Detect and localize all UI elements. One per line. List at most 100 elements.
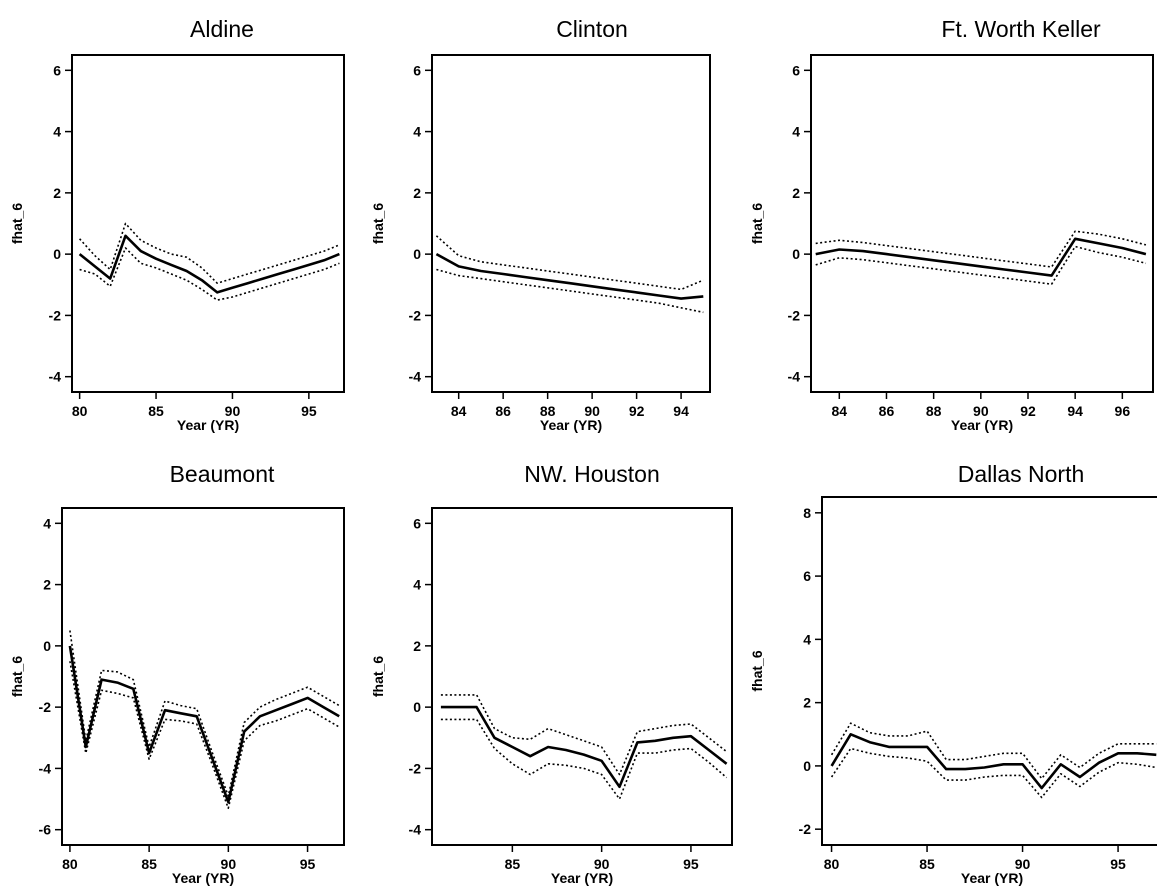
x-axis-label: Year (YR) xyxy=(177,417,239,433)
y-tick-label: 4 xyxy=(413,577,421,593)
upper-band-line xyxy=(815,230,1147,268)
x-tick-label: 95 xyxy=(301,403,317,419)
chart-panel: Clinton -4 -2 0 2 4 6 84 86 88 90 92 94 Year (YR) fhat… xyxy=(370,16,711,433)
y-tick-label: -2 xyxy=(799,821,812,837)
x-axis-label: Year (YR) xyxy=(551,870,613,886)
x-tick-label: 88 xyxy=(926,403,942,419)
estimate-line xyxy=(435,252,704,300)
chart-title: Clinton xyxy=(556,16,628,42)
y-tick-label: -4 xyxy=(409,369,422,385)
x-tick-label: 92 xyxy=(1020,403,1036,419)
x-tick-label: 86 xyxy=(879,403,895,419)
upper-band-line xyxy=(435,235,704,291)
y-tick-label: 0 xyxy=(792,246,800,262)
x-tick-label: 80 xyxy=(824,856,840,872)
y-axis-label: fhat_6 xyxy=(749,203,765,244)
x-tick-label: 92 xyxy=(629,403,645,419)
plot-frame xyxy=(71,54,345,393)
plot-frame xyxy=(821,496,1157,846)
lower-band-line xyxy=(440,718,728,800)
chart-panel: Aldine -4 -2 0 2 4 6 80 85 90 95 Year (YR) fhat_6 xyxy=(9,16,345,433)
x-tick-label: 90 xyxy=(1015,856,1031,872)
y-axis-label: fhat_6 xyxy=(9,203,25,244)
y-tick-label: 0 xyxy=(413,246,421,262)
y-axis-label: fhat_6 xyxy=(9,656,25,697)
y-tick-label: 6 xyxy=(53,62,61,78)
x-tick-label: 84 xyxy=(832,403,848,419)
y-tick-label: 2 xyxy=(792,185,800,201)
y-tick-label: -2 xyxy=(788,307,801,323)
plot-frame xyxy=(431,54,711,393)
y-tick-label: -2 xyxy=(39,699,52,715)
upper-band-line xyxy=(830,722,1157,780)
x-tick-label: 95 xyxy=(683,856,699,872)
y-tick-label: 0 xyxy=(53,246,61,262)
estimate-line xyxy=(78,234,340,294)
x-axis-label: Year (YR) xyxy=(172,870,234,886)
y-tick-label: 2 xyxy=(53,185,61,201)
y-tick-label: -2 xyxy=(49,307,62,323)
y-axis-label: fhat_6 xyxy=(370,656,386,697)
y-tick-label: 4 xyxy=(413,124,421,140)
x-tick-label: 85 xyxy=(148,403,164,419)
y-axis-label: fhat_6 xyxy=(749,650,765,691)
chart-title: Beaumont xyxy=(170,461,275,487)
x-tick-label: 95 xyxy=(1110,856,1126,872)
chart-panel: Dallas North -2 0 2 4 6 8 80 85 90 95 Year (YR) fhat… xyxy=(749,461,1157,886)
chart-title: Ft. Worth Keller xyxy=(941,16,1101,42)
chart-panel: NW. Houston -4 -2 0 2 4 6 85 90 95 Year (YR) fhat_6 xyxy=(370,461,733,886)
x-axis-label: Year (YR) xyxy=(961,870,1023,886)
y-tick-label: 0 xyxy=(413,699,421,715)
plot-frame xyxy=(810,54,1154,393)
x-tick-label: 84 xyxy=(451,403,467,419)
upper-band-line xyxy=(69,630,340,797)
x-axis-label: Year (YR) xyxy=(951,417,1013,433)
x-tick-label: 90 xyxy=(225,403,241,419)
x-tick-label: 80 xyxy=(62,856,78,872)
x-tick-label: 85 xyxy=(919,856,935,872)
x-tick-label: 95 xyxy=(300,856,316,872)
x-tick-label: 90 xyxy=(221,856,237,872)
estimate-line xyxy=(830,732,1157,790)
y-tick-label: -6 xyxy=(39,822,52,838)
lower-band-line xyxy=(830,747,1157,799)
x-tick-label: 90 xyxy=(973,403,989,419)
plot-frame xyxy=(61,507,345,846)
lower-band-line xyxy=(436,268,704,314)
x-tick-label: 96 xyxy=(1115,403,1131,419)
y-tick-label: 4 xyxy=(43,515,51,531)
y-tick-label: 2 xyxy=(43,577,51,593)
y-tick-label: -2 xyxy=(409,760,422,776)
x-tick-label: 85 xyxy=(141,856,157,872)
estimate-line xyxy=(815,237,1147,277)
chart-title: NW. Houston xyxy=(524,461,660,487)
y-tick-label: 6 xyxy=(792,62,800,78)
plot-frame xyxy=(431,507,733,846)
x-tick-label: 90 xyxy=(584,403,600,419)
estimate-line xyxy=(68,645,340,804)
x-tick-label: 90 xyxy=(594,856,610,872)
x-tick-label: 94 xyxy=(1067,403,1083,419)
y-tick-label: 6 xyxy=(413,62,421,78)
chart-title: Aldine xyxy=(190,16,254,42)
estimate-line xyxy=(440,705,728,789)
y-tick-label: 2 xyxy=(413,185,421,201)
y-tick-label: 8 xyxy=(803,505,811,521)
lower-band-line xyxy=(69,661,340,810)
y-tick-label: -4 xyxy=(788,369,801,385)
y-tick-label: 0 xyxy=(43,638,51,654)
y-tick-label: -4 xyxy=(409,822,422,838)
y-tick-label: 6 xyxy=(413,515,421,531)
y-axis-label: fhat_6 xyxy=(370,203,386,244)
x-tick-label: 88 xyxy=(540,403,556,419)
x-tick-label: 80 xyxy=(72,403,88,419)
y-tick-label: 2 xyxy=(803,695,811,711)
chart-panel: Beaumont -6 -4 -2 0 2 4 80 85 90 95 Year (YR) fhat_6 xyxy=(9,461,345,886)
y-tick-label: 4 xyxy=(53,124,61,140)
y-tick-label: -4 xyxy=(49,369,62,385)
y-tick-label: 6 xyxy=(803,568,811,584)
lower-band-line xyxy=(79,247,340,301)
x-axis-label: Year (YR) xyxy=(540,417,602,433)
x-tick-label: 94 xyxy=(673,403,689,419)
